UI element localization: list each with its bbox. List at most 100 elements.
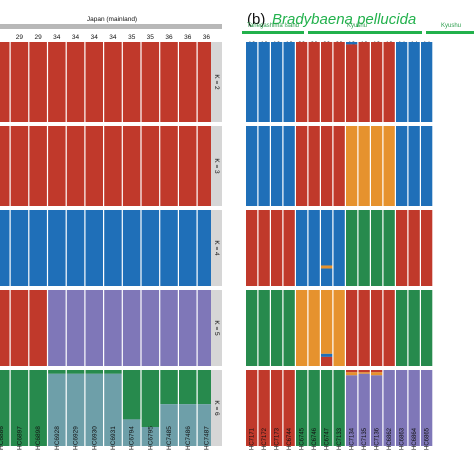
panel-b-bar-k4-HC6864-seg0: [408, 210, 420, 286]
panel-a-bar-k6-HC7485-seg1: [160, 404, 178, 446]
panel-a-bar-k5-HC6931-seg0: [104, 290, 122, 366]
panel-a-category-label: HC6886: [0, 426, 5, 450]
panel-a-sample-size: 34: [91, 34, 99, 41]
panel-a-category-label: HC6898: [35, 426, 42, 450]
panel-a-sample-size: 29: [16, 34, 24, 41]
panel-a-bar-k4-HC7486-seg0: [179, 210, 197, 286]
panel-b-bar-k4-HC6863-seg0: [396, 210, 408, 286]
panel-b-bar-k6-HC7134-seg0: [346, 370, 358, 373]
panel-a-bar-k6-HC6928-seg1: [48, 373, 66, 446]
k-strip-panel-k3: [211, 126, 222, 206]
panel-a-bar-k3-HC7487-seg0: [197, 126, 216, 206]
panel-b-bar-k5-HC7173-seg0: [271, 290, 283, 366]
panel-a-sample-size: 29: [34, 34, 42, 41]
panel-a-bar-k3-HC6898-seg0: [29, 126, 47, 206]
panel-a-bar-k5-HC6898-seg0: [29, 290, 47, 366]
panel-b-bar-k2-HC6746-seg0: [308, 42, 320, 122]
panel-b-bar-k2-HC7171-seg0: [246, 42, 258, 122]
k-strip-panel-k2: [211, 42, 222, 122]
panel-b-bar-k4-HC6747-seg1: [321, 265, 333, 269]
panel-a-sample-size: 34: [72, 34, 80, 41]
panel-a-bar-k6-HC6795-seg1: [141, 427, 160, 446]
panel-a-bar-k2-HC7486-seg0: [179, 42, 197, 122]
panel-b-bar-k6-HC7133-seg0: [333, 370, 345, 446]
panel-b-bar-k6-HC6862-seg0: [383, 370, 395, 446]
panel-a-sample-size: 36: [203, 34, 211, 41]
panel-a-bar-k6-HC7485-seg0: [160, 370, 178, 405]
k-strip-panel-k4: [211, 210, 222, 286]
panel-b-bar-k2-HC6865-seg0: [421, 42, 433, 122]
panel-b-bar-k6-HC7135-seg2: [358, 373, 370, 446]
panel-a-bar-k2-HC6897-seg0: [10, 42, 29, 122]
panel-b-bar-k3-HC6746-seg0: [308, 126, 320, 206]
panel-b-category-labels: HC7171 HC7172 HC7173 HC6744 HC6745 HC6746 HC67…: [250, 427, 431, 450]
panel-a-sample-size: 34: [53, 34, 61, 41]
panel-b-bar-k5-HC7133-seg0: [333, 290, 345, 366]
panel-a-bar-k5-HC7485-seg0: [160, 290, 178, 366]
panel-b-category-label: HC7136: [375, 427, 381, 450]
panel-a-bar-k3-HC6928-seg0: [48, 126, 66, 206]
panel-a-bar-k6-HC6929-seg0: [66, 370, 85, 374]
panel-b-category-label: HC7133: [337, 427, 343, 450]
panel-b-bar-k5-HC7171-seg0: [246, 290, 258, 366]
panel-b-bar-k2-HC6862-seg0: [383, 42, 395, 122]
panel-a-sample-size: 36: [184, 34, 192, 41]
panel-a-bar-k5-HC6930-seg0: [85, 290, 103, 366]
panel-b-tag: (b): [247, 11, 265, 28]
panel-a-bar-k6-HC6886-seg0: [0, 370, 10, 446]
panel-b-bar-k5-HC6747-seg1: [321, 353, 333, 357]
panel-a-bar-k5-HC7487-seg0: [197, 290, 216, 366]
panel-b-category-label: HC6865: [425, 427, 431, 450]
panel-a-bar-k2-HC6898-seg0: [29, 42, 47, 122]
panel-a-bar-k3-HC6897-seg0: [10, 126, 29, 206]
k-label-strip: K = 2 K = 3 K = 4 K = 5 K = 6: [211, 42, 222, 446]
panel-b-bar-k3-HC6865-seg0: [421, 126, 433, 206]
panel-b-bar-k3-HC6863-seg0: [396, 126, 408, 206]
panel-b-bar-k2-HC7134-seg1: [346, 44, 358, 122]
panel-b-bar-k3-HC7135-seg0: [358, 126, 370, 206]
panel-a-bar-k2-HC6931-seg0: [104, 42, 122, 122]
panel-a-bar-k5-HC6929-seg0: [66, 290, 85, 366]
panel-a-bar-k6-HC6929-seg1: [66, 373, 85, 446]
panel-b-bar-k5-HC6863-seg0: [396, 290, 408, 366]
panel-a-region-label: Japan (mainland): [87, 16, 137, 23]
panel-b-bar-k4-HC7173-seg0: [271, 210, 283, 286]
panel-b-category-label: HC7135: [362, 427, 368, 450]
panel-b-bar-k5-HC6865-seg0: [421, 290, 433, 366]
panel-b-bar-k6-HC6744-seg0: [283, 370, 295, 446]
panel-a-bar-k3-HC7486-seg0: [179, 126, 197, 206]
panel-a-bar-k2-HC6930-seg0: [85, 42, 103, 122]
panel-a-header-band: [0, 24, 222, 29]
panel-b-bar-k4-HC6747-seg0: [321, 210, 333, 266]
panel-a-bar-k6-HC7486-seg1: [179, 404, 197, 446]
panel-a-bar-k4-HC6897-seg0: [10, 210, 29, 286]
panel-b-bar-k2-HC7133-seg0: [333, 42, 345, 122]
k-label-k4: K = 4: [213, 240, 220, 256]
panel-a-sample-size: 34: [109, 34, 117, 41]
panel-b-category-label: HC6747: [325, 427, 331, 450]
panel-b-bar-k5-HC7134-seg0: [346, 290, 358, 366]
panel-b-bar-k4-HC6862-seg0: [383, 210, 395, 286]
panel-b-bar-k6-HC6745-seg0: [296, 370, 308, 446]
panel-a-category-label: HC6928: [54, 426, 61, 450]
panel-b-bar-k6-HC7172-seg0: [258, 370, 270, 446]
panel-b-category-label: HC6864: [412, 427, 418, 450]
panel-b-bar-k5-HC7136-seg0: [371, 290, 383, 366]
panel-a-bar-k2-HC6795-seg0: [141, 42, 160, 122]
panel-b-bar-k5-HC6745-seg0: [296, 290, 308, 366]
panel-b-bar-k3-HC7172-seg0: [258, 126, 270, 206]
panel-a-bar-k4-HC6795-seg0: [141, 210, 160, 286]
panel-a-bar-k6-HC6928-seg0: [48, 370, 66, 374]
panel-b-category-label: HC7173: [275, 427, 281, 450]
panel-b-bar-k6-HC7134-seg1: [346, 372, 358, 376]
panel-a-category-label: HC7487: [203, 426, 210, 450]
panel-b-bar-k2-HC7135-seg0: [358, 42, 370, 122]
panel-b-bar-k6-HC6864-seg0: [408, 370, 420, 446]
panel-b-bar-k2-HC7172-seg0: [258, 42, 270, 122]
panel-b-bar-k6-HC7171-seg0: [246, 370, 258, 446]
panel-b-category-label: HC6862: [387, 427, 393, 450]
k-label-k5: K = 5: [213, 320, 220, 336]
panel-a-bar-k3-HC6929-seg0: [66, 126, 85, 206]
panel-b-bar-k5-HC6862-seg0: [383, 290, 395, 366]
